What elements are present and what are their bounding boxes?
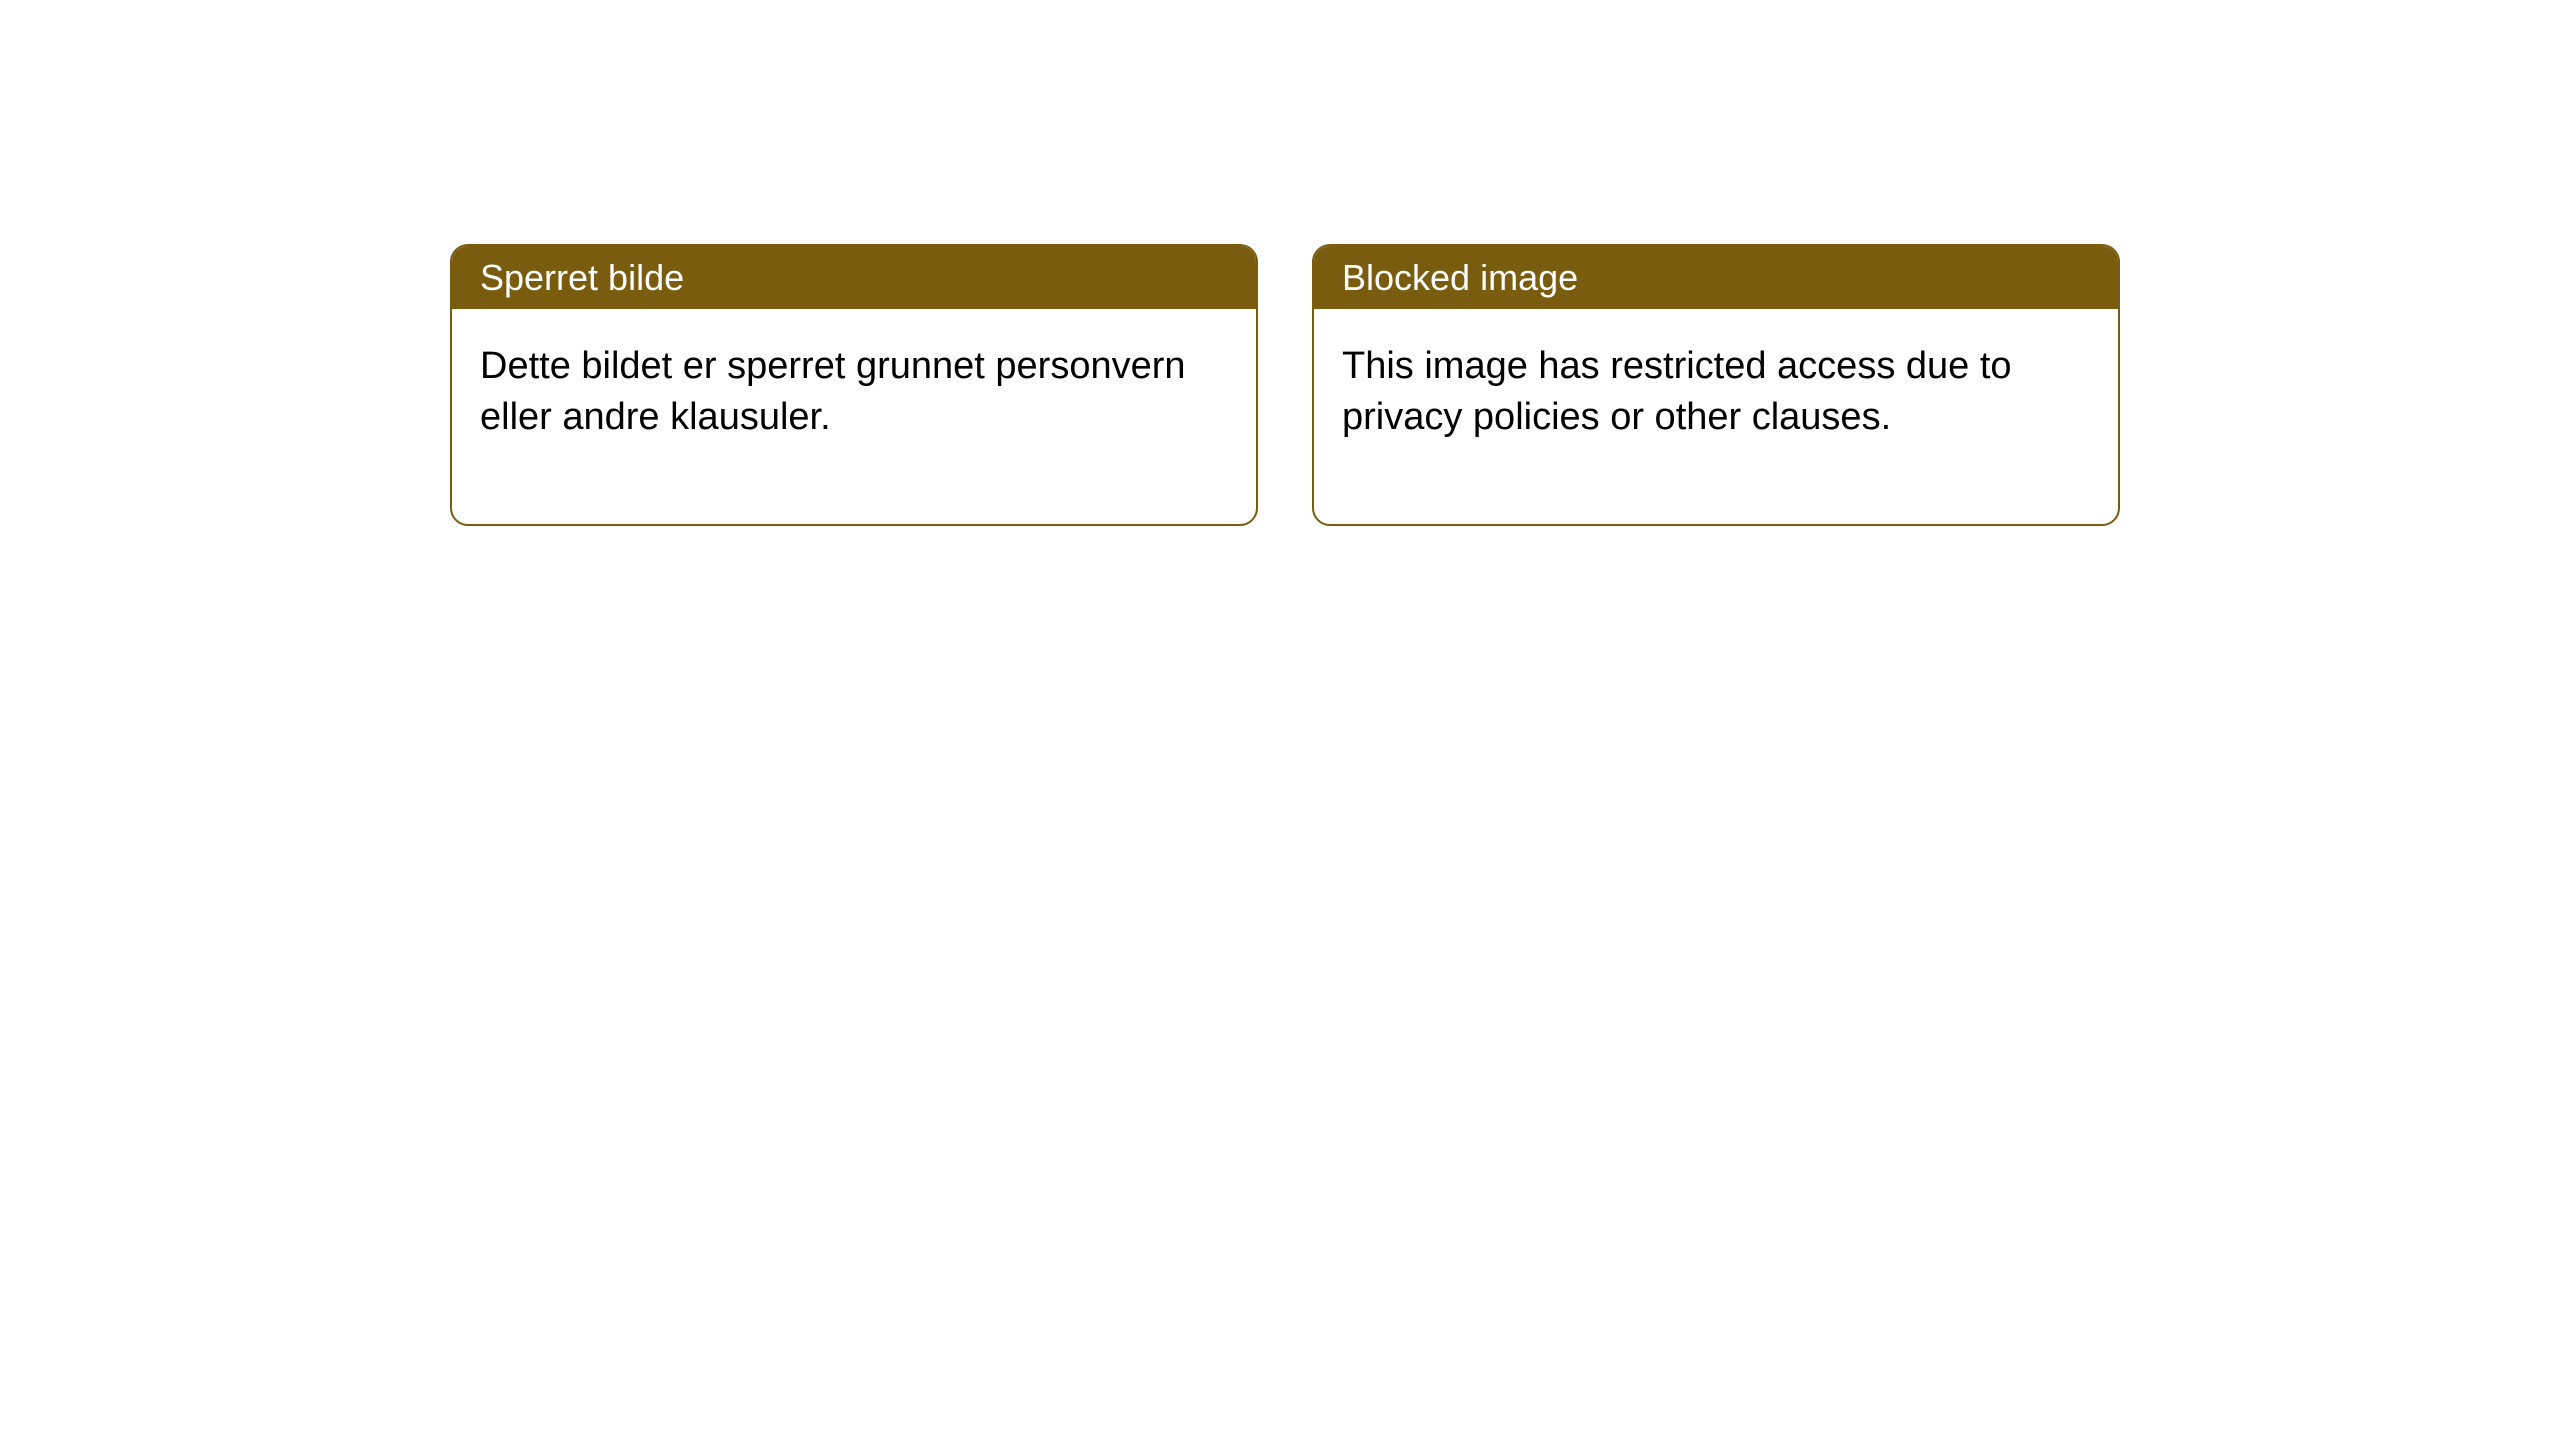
notice-card-english: Blocked image This image has restricted … bbox=[1312, 244, 2120, 526]
notice-container: Sperret bilde Dette bildet er sperret gr… bbox=[450, 244, 2120, 526]
notice-header: Sperret bilde bbox=[452, 246, 1256, 309]
notice-card-norwegian: Sperret bilde Dette bildet er sperret gr… bbox=[450, 244, 1258, 526]
notice-body: This image has restricted access due to … bbox=[1314, 309, 2118, 524]
notice-header: Blocked image bbox=[1314, 246, 2118, 309]
notice-body: Dette bildet er sperret grunnet personve… bbox=[452, 309, 1256, 524]
